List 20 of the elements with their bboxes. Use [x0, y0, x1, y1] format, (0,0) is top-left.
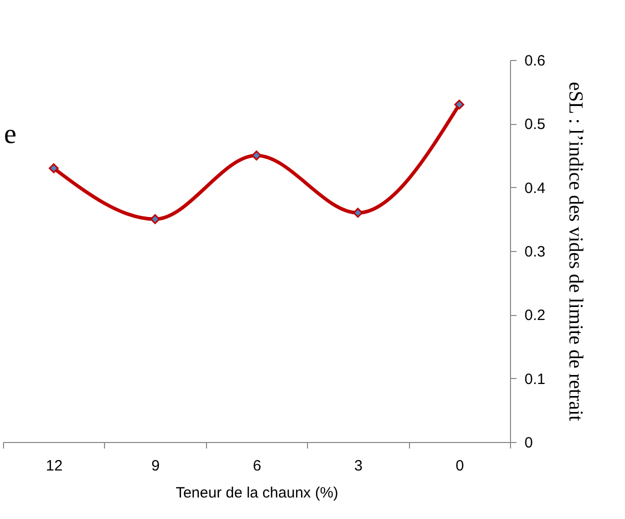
point — [454, 100, 464, 110]
y-tick-label: 0.5 — [524, 116, 546, 134]
point — [150, 214, 160, 224]
x-tick-label: 0 — [456, 458, 464, 474]
x-tick-label: 6 — [252, 458, 262, 474]
y-tick-label: 0 — [524, 434, 533, 452]
x-tick-label: 12 — [46, 458, 63, 474]
x-axis-title: Teneur de la chaunx (%) — [176, 484, 338, 502]
y-tick-label: 0.6 — [524, 52, 546, 70]
point — [48, 163, 59, 174]
y-tick-label: 0.3 — [524, 244, 546, 260]
annotation: e — [4, 119, 16, 150]
x-tick-label: 9 — [151, 458, 160, 474]
point — [252, 150, 262, 160]
y-axis-title: eSL : l’indice des vides de limite de retrait — [564, 82, 586, 422]
y-tick-label: 0.2 — [524, 307, 546, 324]
point — [352, 208, 363, 218]
y-tick-label: 0.4 — [524, 180, 546, 197]
x-tick-label: 3 — [354, 458, 363, 474]
y-tick-label: 0.1 — [524, 370, 546, 388]
